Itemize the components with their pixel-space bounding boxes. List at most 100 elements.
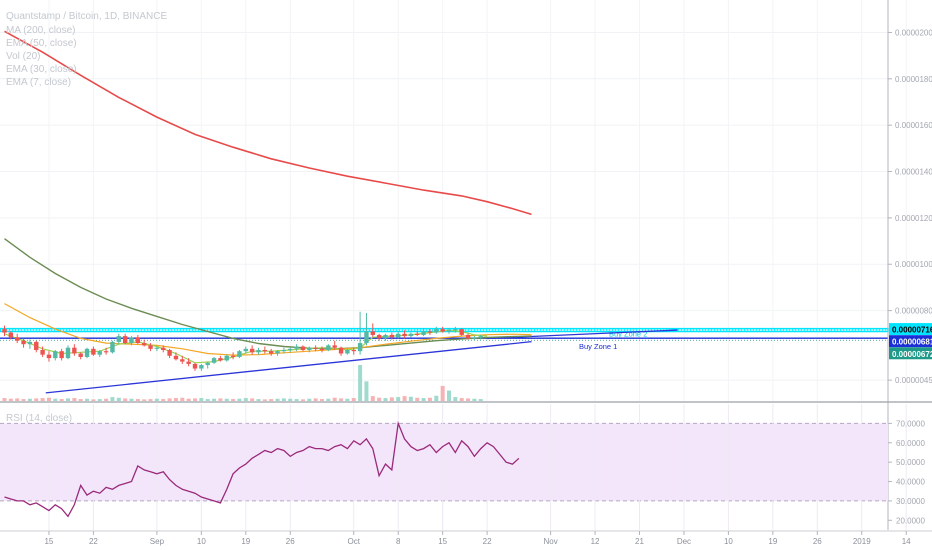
volume-bar — [8, 398, 13, 401]
candle-body — [376, 334, 382, 339]
time-tick-label: 12 — [591, 537, 600, 546]
time-tick-label: 10 — [197, 537, 206, 546]
price-badge-label: 0.00000672 — [892, 350, 932, 359]
volume-bar — [364, 381, 369, 401]
candle-body — [440, 329, 445, 332]
candle-body — [40, 350, 45, 355]
candle-body — [338, 347, 344, 354]
candle-body — [116, 336, 121, 342]
buy-zone-2-label: Buy Zone 2 — [609, 330, 647, 339]
candle-body — [34, 341, 39, 351]
volume-bar — [116, 397, 121, 401]
candle-body — [249, 348, 255, 353]
ema50-line — [4, 238, 532, 350]
volume-bar — [389, 397, 394, 401]
candle-body — [180, 359, 185, 362]
candle-body — [288, 348, 293, 351]
candle-body — [326, 345, 331, 351]
candle-body — [46, 354, 52, 359]
volume-bar — [78, 399, 83, 401]
time-tick-label: Nov — [543, 537, 557, 546]
rsi-tick-label: 60.0000 — [896, 439, 925, 448]
price-pane[interactable]: Buy Zone 2 Buy Zone 1 — [0, 0, 932, 532]
legend-item-volume: Vol (20) — [6, 51, 40, 62]
volume-bar — [135, 399, 140, 401]
volume-bar — [91, 399, 96, 401]
volume-bar — [466, 398, 471, 401]
candle-body — [135, 337, 141, 344]
candle-body — [319, 348, 325, 351]
volume-bar — [269, 399, 274, 401]
volume-bar — [148, 399, 153, 401]
volume-bar — [27, 398, 32, 401]
candle-body — [415, 333, 420, 335]
volume-bar — [408, 396, 413, 401]
volume-bar — [453, 397, 458, 401]
volume-bar — [434, 395, 439, 401]
time-tick-label: 8 — [396, 537, 401, 546]
candle-body — [167, 350, 172, 356]
volume-bar — [212, 398, 217, 401]
volume-bar — [332, 397, 337, 401]
time-tick-label: 19 — [768, 537, 777, 546]
volume-bar — [180, 397, 185, 401]
time-tick-label: 2019 — [853, 537, 871, 546]
volume-bar — [478, 399, 483, 401]
volume-bar — [339, 398, 344, 401]
volume-bar — [173, 398, 178, 401]
candle-body — [408, 333, 414, 337]
candle-body — [173, 355, 179, 360]
candle-body — [370, 331, 375, 335]
volume-bar — [161, 399, 166, 401]
candle-body — [465, 334, 471, 339]
volume-bar — [186, 398, 191, 401]
volume-bar — [351, 398, 356, 401]
candle-body — [161, 347, 166, 351]
candle-body — [78, 353, 83, 357]
candle-body — [237, 351, 242, 357]
volume-bar — [53, 398, 58, 401]
volume-bar — [447, 390, 451, 401]
candle-body — [122, 336, 128, 344]
legend-item-ema30: EMA (30, close) — [6, 64, 77, 75]
volume-bar — [2, 398, 7, 401]
volume-bar — [129, 398, 134, 401]
rsi-axis[interactable]: 70.0000 60.0000 50.0000 40.0000 30.0000 20.00… — [888, 419, 925, 525]
volume-bar — [97, 399, 102, 401]
volume-bar — [262, 399, 267, 401]
volume-bar — [231, 399, 236, 401]
volume-bar — [421, 398, 426, 401]
candle-body — [84, 348, 90, 357]
candle-body — [2, 329, 7, 333]
candle-body — [427, 331, 433, 333]
time-tick-label: 19 — [241, 537, 250, 546]
candle-body — [389, 334, 395, 338]
rsi-pane[interactable] — [0, 404, 932, 530]
time-axis[interactable]: 15 22 Sep 10 19 26 Oct 8 15 22 Nov 12 21 Dec 10 19 26 201… — [44, 531, 932, 546]
candle-body — [53, 351, 58, 359]
volume-bar — [224, 398, 229, 401]
candle-body — [59, 351, 64, 359]
volume-bar — [205, 399, 210, 401]
volume-bar — [402, 396, 407, 401]
candle-body — [21, 340, 26, 345]
candle-body — [332, 345, 337, 348]
candle-body — [396, 333, 401, 338]
candle-body — [186, 361, 191, 364]
chart-title: Quantstamp / Bitcoin, 1D, BINANCE — [6, 11, 168, 22]
candle-body — [129, 337, 134, 344]
ma200-line — [4, 30, 532, 216]
candle-body — [142, 343, 147, 346]
volume-bar — [377, 397, 382, 401]
candle-body — [211, 358, 217, 363]
volume-bar — [427, 397, 432, 401]
rsi-label: RSI (14, close) — [6, 413, 72, 424]
volume-bar — [345, 398, 350, 401]
candle-body — [8, 332, 14, 338]
rsi-line — [4, 420, 520, 518]
volume-bar — [154, 398, 159, 401]
support-trendline — [45, 341, 532, 394]
